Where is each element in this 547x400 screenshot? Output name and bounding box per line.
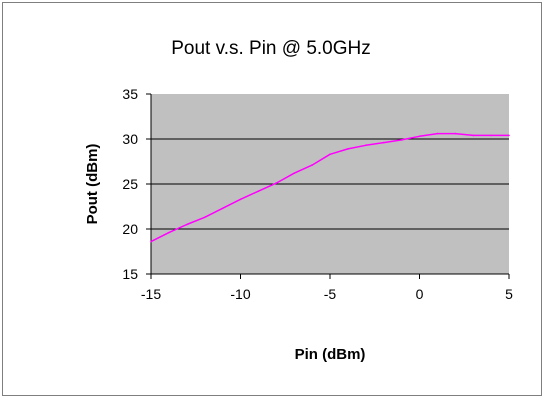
- series-point: [436, 132, 439, 135]
- chart-title: Pout v.s. Pin @ 5.0GHz: [171, 38, 371, 59]
- series-point: [400, 139, 403, 141]
- x-tick-label-1: -10: [230, 286, 250, 302]
- series-point: [490, 134, 492, 137]
- series-point: [293, 172, 296, 174]
- y-tick-label-3: 30: [122, 131, 138, 147]
- series-point: [221, 207, 224, 210]
- y-axis-title: Pout (dBm): [84, 144, 101, 225]
- y-tick-label-2: 25: [122, 176, 138, 192]
- grid-lines: [151, 138, 509, 230]
- x-ticks: -15 -10 -5 0 5: [141, 274, 513, 302]
- x-tick-label-3: 0: [416, 286, 424, 302]
- series-point: [347, 148, 349, 150]
- series-point: [239, 198, 242, 201]
- y-tick-label-4: 35: [122, 86, 138, 102]
- chart-svg: Pout v.s. Pin @ 5.0GHz -15 -10 -5 0 5 15 20 25…: [84, 38, 513, 363]
- x-tick-label-4: 5: [505, 286, 513, 302]
- series-layer: [150, 132, 510, 243]
- y-tick-label-1: 20: [122, 221, 138, 237]
- series-point: [186, 223, 188, 226]
- series-point: [203, 216, 206, 219]
- series-point: [472, 134, 475, 137]
- chart-frame: Pout v.s. Pin @ 5.0GHz -15 -10 -5 0 5 15 20 25…: [2, 2, 542, 396]
- series-point: [508, 134, 510, 137]
- series-point: [311, 164, 313, 166]
- y-tick-label-0: 15: [122, 266, 138, 282]
- series-point: [150, 240, 152, 243]
- series-point: [168, 231, 170, 234]
- y-ticks: 15 20 25 30 35: [122, 86, 151, 282]
- series-point: [365, 144, 367, 147]
- series-point: [418, 135, 421, 138]
- series-point: [329, 153, 331, 156]
- x-axis-title: Pin (dBm): [295, 346, 366, 363]
- series-point: [382, 141, 385, 144]
- series-point: [257, 190, 260, 192]
- series-point: [275, 182, 278, 184]
- series-point: [454, 132, 457, 135]
- x-tick-label-2: -5: [324, 286, 337, 302]
- x-tick-label-0: -15: [141, 286, 161, 302]
